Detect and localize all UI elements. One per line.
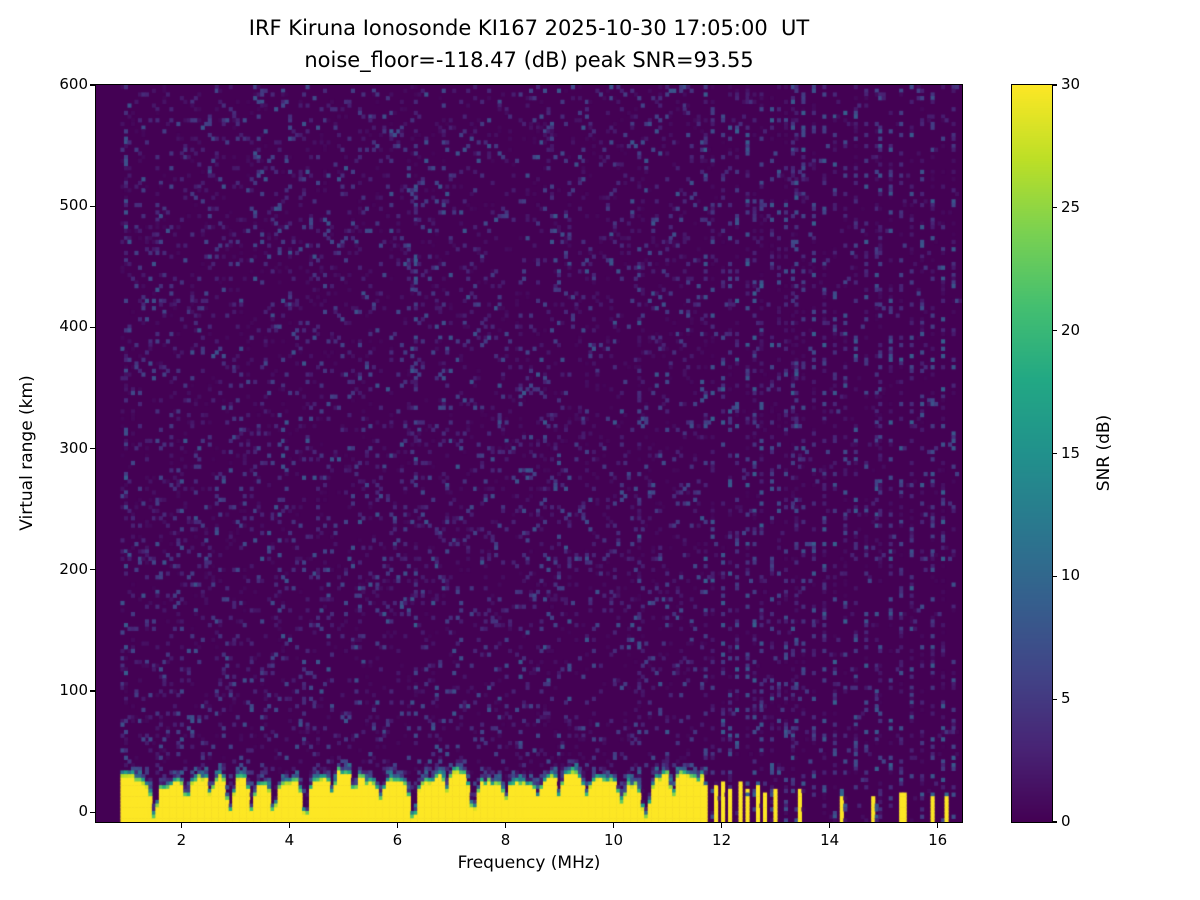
x-tick-label: 10 [604,831,624,849]
x-axis-label: Frequency (MHz) [457,853,601,873]
colorbar-label: SNR (dB) [1094,414,1114,492]
x-tick-mark [288,823,290,828]
x-tick-label: 16 [928,831,948,849]
y-tick-label: 0 [78,802,88,821]
colorbar-tick-label: 15 [1061,443,1081,462]
colorbar-tick-label: 5 [1061,689,1071,708]
x-tick-mark [829,823,831,828]
x-tick-label: 12 [712,831,732,849]
x-tick-label: 6 [392,831,403,849]
x-tick-label: 8 [500,831,511,849]
y-tick-label: 500 [59,196,88,215]
y-tick-label: 400 [59,317,88,336]
y-axis-label: Virtual range (km) [17,375,37,531]
colorbar-canvas [1012,85,1052,822]
chart-title: IRF Kiruna Ionosonde KI167 2025-10-30 17… [248,16,810,40]
y-tick-label: 600 [59,75,88,93]
colorbar-tick-label: 30 [1061,75,1081,93]
x-tick-mark [720,823,723,828]
colorbar-tick-label: 10 [1061,566,1081,585]
ionogram-plot [95,84,963,823]
y-tick-label: 300 [59,438,88,457]
chart-subtitle: noise_floor=-118.47 (dB) peak SNR=93.55 [304,48,754,72]
x-tick-label: 4 [284,831,295,849]
x-tick-mark [937,823,939,828]
heatmap-canvas [96,85,962,822]
y-tick-label: 100 [59,681,88,700]
x-tick-mark [180,823,182,828]
y-tick-label: 200 [59,559,88,578]
x-tick-mark [504,823,507,828]
x-tick-mark [396,823,399,828]
colorbar [1011,84,1053,823]
x-tick-label: 2 [176,831,187,849]
colorbar-tick-label: 20 [1061,320,1081,339]
colorbar-tick-label: 25 [1061,197,1081,216]
x-tick-label: 14 [820,831,840,849]
x-tick-mark [612,823,615,828]
colorbar-tick-label: 0 [1061,812,1071,830]
